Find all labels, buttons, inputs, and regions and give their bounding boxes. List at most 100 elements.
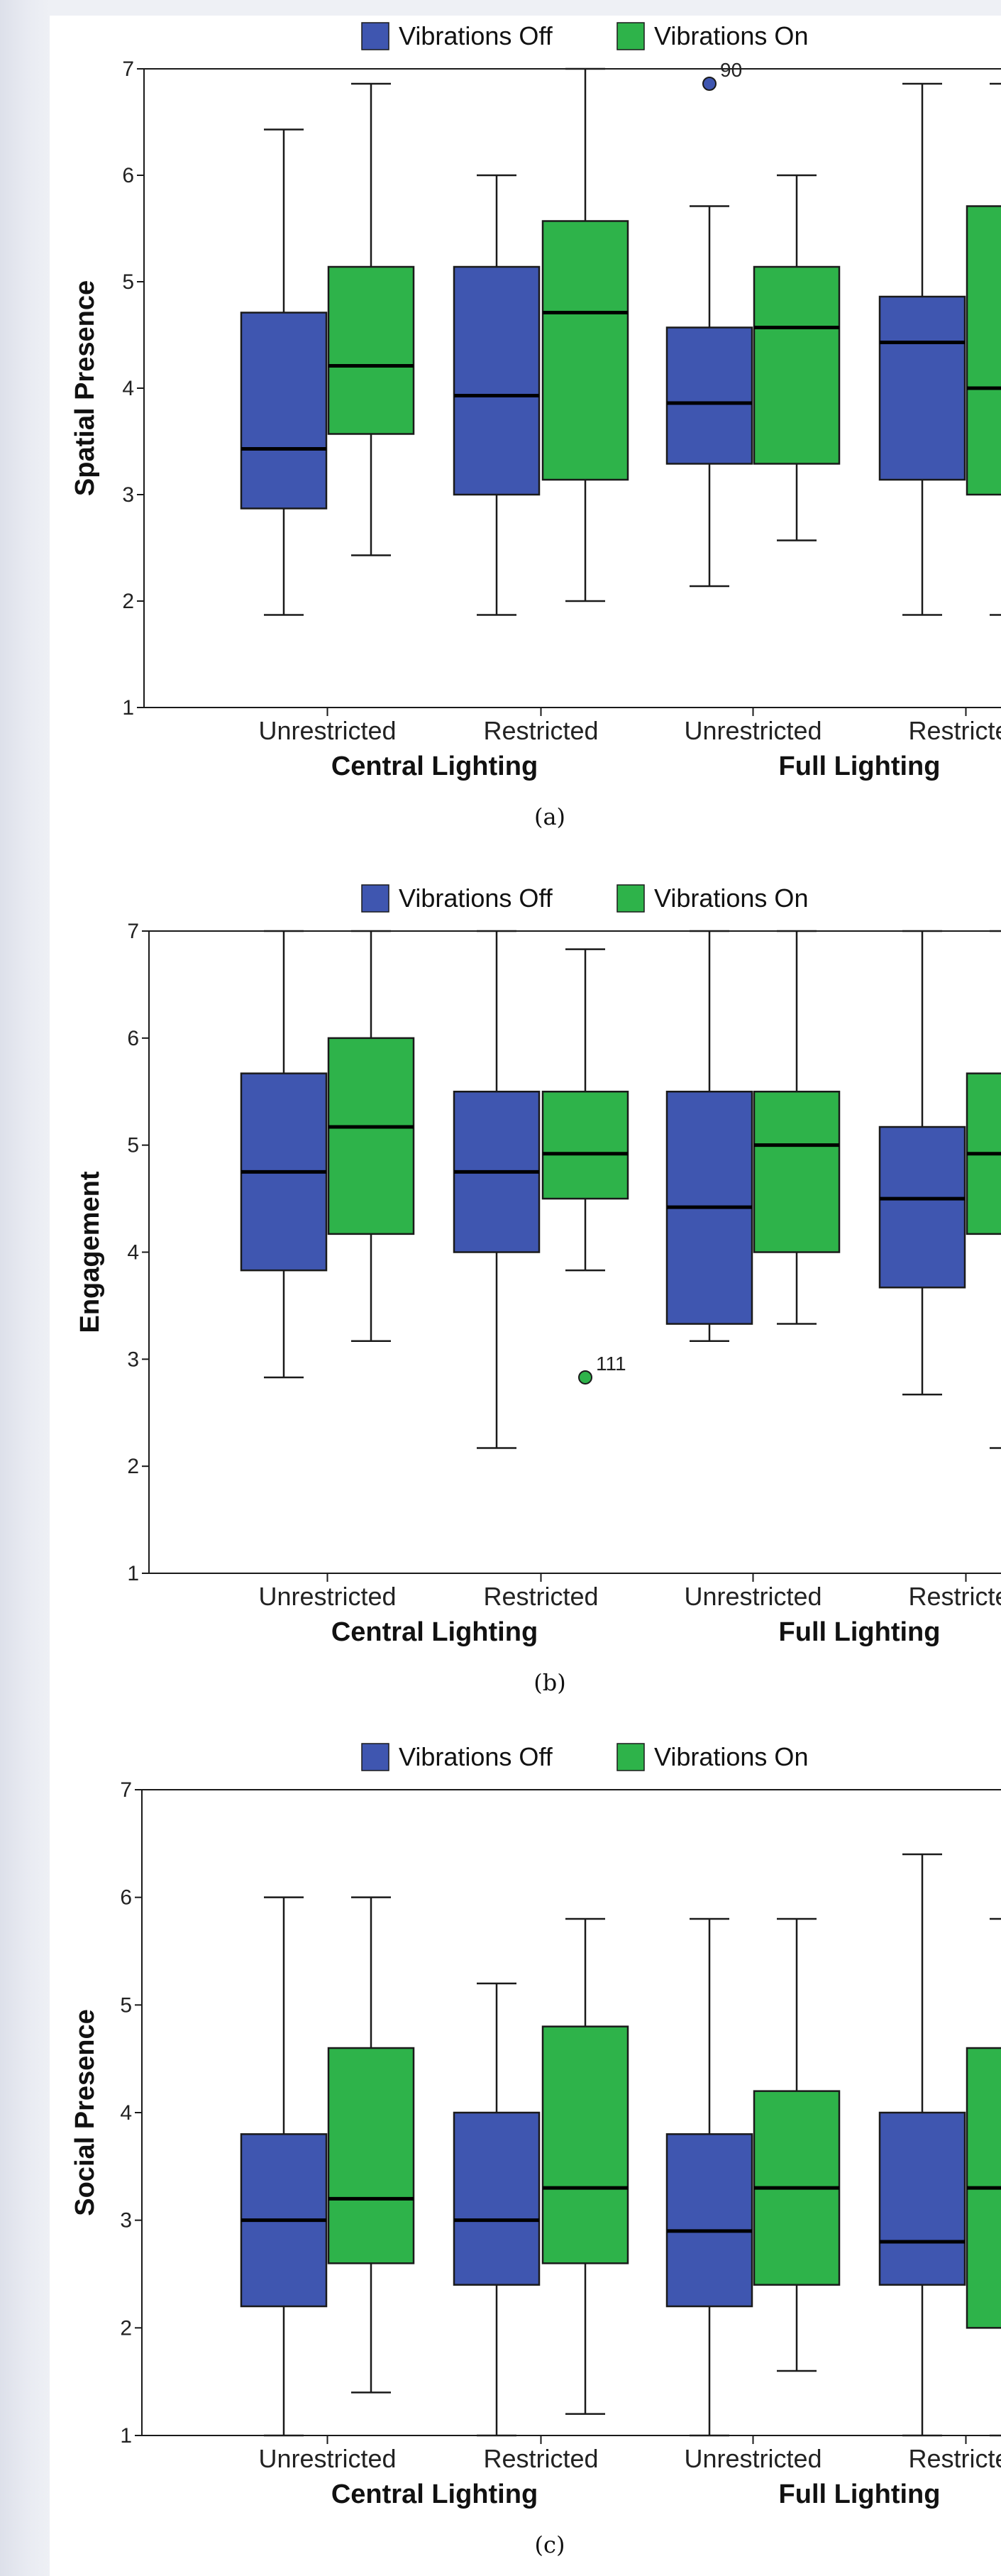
box-off-4 — [878, 82, 966, 616]
legend-entry-label: Vibrations On — [654, 21, 808, 50]
x-category-label: Restricted — [483, 2444, 598, 2473]
figure-caption: (b) — [533, 1669, 565, 1696]
chart-c: 1 2 3 4 5 6 7 Social Presence Vibrations Off Vibr… — [70, 1742, 1001, 2558]
box-iqr — [753, 1091, 841, 1253]
legend-swatch-on — [616, 1743, 645, 1771]
x-category-label: Unrestricted — [684, 2444, 822, 2473]
outlier-point — [578, 1370, 592, 1385]
y-tick-label: 4 — [127, 1241, 139, 1265]
box-iqr — [240, 312, 328, 510]
legend-entry-label: Vibrations On — [654, 1742, 808, 1771]
box-on-4 — [966, 930, 1001, 1449]
x-group-label: Central Lighting — [331, 1617, 538, 1647]
y-tick-label: 3 — [127, 1348, 139, 1371]
box-iqr — [878, 2111, 966, 2286]
box-on-1 — [327, 82, 415, 556]
y-tick-label: 1 — [120, 2424, 132, 2448]
box-on-2 — [541, 67, 629, 602]
box-iqr — [878, 1125, 966, 1289]
y-tick-label: 2 — [127, 1455, 139, 1478]
legend-swatch-off — [361, 1743, 389, 1771]
x-group-label: Full Lighting — [779, 1617, 941, 1647]
figure-caption: (c) — [535, 2531, 565, 2558]
box-on-3 — [753, 930, 841, 1325]
box-iqr — [878, 295, 966, 481]
y-tick-label: 1 — [127, 1562, 139, 1585]
outlier-point — [702, 77, 717, 91]
y-tick-label: 3 — [122, 483, 134, 507]
box-off-2 — [453, 1982, 541, 2437]
box-iqr — [327, 265, 415, 435]
y-tick-label: 5 — [122, 270, 134, 294]
legend-swatch-off — [361, 22, 389, 50]
x-group-label: Full Lighting — [779, 752, 941, 781]
y-tick-label: 2 — [120, 2316, 132, 2340]
box-iqr — [453, 2111, 541, 2286]
box-off-1 — [240, 930, 328, 1379]
x-category-label: Unrestricted — [684, 716, 822, 745]
x-group-label: Central Lighting — [331, 2479, 538, 2509]
x-category-label: Unrestricted — [258, 1582, 396, 1611]
box-on-1 — [327, 1896, 415, 2394]
box-on-3 — [753, 1917, 841, 2372]
box-on-2 — [541, 1917, 629, 2415]
y-axis-label: Engagement — [75, 1171, 105, 1333]
y-axis-label: Spatial Presence — [70, 280, 100, 496]
x-group-label: Central Lighting — [331, 752, 538, 781]
legend-swatch-off — [361, 884, 389, 913]
box-off-1 — [240, 1896, 328, 2437]
y-tick-label: 5 — [120, 1993, 132, 2017]
box-off-2 — [453, 930, 541, 1449]
legend-swatch-on — [616, 22, 645, 50]
box-iqr — [665, 326, 753, 465]
y-tick-label: 6 — [122, 164, 134, 187]
y-tick-label: 2 — [122, 590, 134, 613]
chart-b: 1 2 3 4 5 6 7 Engagement Vibrations Off Vibration… — [75, 884, 1001, 1696]
y-tick-label: 5 — [127, 1134, 139, 1157]
legend-entry-label: Vibrations Off — [399, 21, 553, 50]
chart-a: 1 2 3 4 5 6 7 Spatial Presence Vibrations Off Vib… — [70, 21, 1001, 830]
x-category-label: Unrestricted — [684, 1582, 822, 1611]
box-on-4 — [966, 82, 1001, 616]
x-category-label: Restricted — [908, 1582, 1001, 1611]
box-on-2 — [541, 948, 629, 1272]
box-iqr — [327, 2047, 415, 2264]
box-off-4 — [878, 1853, 966, 2437]
box-iqr — [541, 2025, 629, 2264]
box-off-3 — [665, 930, 753, 1342]
box-off-2 — [453, 174, 541, 616]
box-iqr — [541, 220, 629, 481]
box-iqr — [541, 1091, 629, 1200]
x-category-label: Restricted — [908, 716, 1001, 745]
box-iqr — [966, 205, 1001, 496]
legend-entry-label: Vibrations Off — [399, 1742, 553, 1771]
y-tick-label: 6 — [120, 1886, 132, 1910]
x-group-label: Full Lighting — [779, 2479, 941, 2509]
x-category-label: Unrestricted — [258, 2444, 396, 2473]
y-tick-label: 1 — [122, 696, 134, 720]
box-iqr — [327, 1037, 415, 1235]
legend-entry-label: Vibrations Off — [399, 884, 553, 913]
outlier-label: 111 — [596, 1353, 626, 1375]
x-category-label: Unrestricted — [258, 716, 396, 745]
figure-caption: (a) — [534, 803, 565, 830]
box-off-3 — [665, 1917, 753, 2437]
y-tick-label: 7 — [122, 57, 134, 81]
box-off-4 — [878, 930, 966, 1396]
x-category-label: Restricted — [483, 716, 598, 745]
outlier-label: 90 — [720, 59, 742, 81]
y-axis-label: Social Presence — [70, 2009, 100, 2216]
box-off-1 — [240, 128, 328, 616]
box-iqr — [665, 2133, 753, 2308]
box-off-3 — [665, 205, 753, 588]
box-on-1 — [327, 930, 415, 1342]
box-on-3 — [753, 174, 841, 541]
y-tick-label: 7 — [127, 920, 139, 943]
box-iqr — [453, 265, 541, 496]
y-tick-label: 3 — [120, 2209, 132, 2233]
figure-page: 1 2 3 4 5 6 7 Spatial Presence Vibrations Off Vib… — [50, 16, 1001, 2576]
legend-entry-label: Vibrations On — [654, 884, 808, 913]
x-category-label: Restricted — [483, 1582, 598, 1611]
legend-swatch-on — [616, 884, 645, 913]
y-tick-label: 4 — [122, 377, 134, 400]
